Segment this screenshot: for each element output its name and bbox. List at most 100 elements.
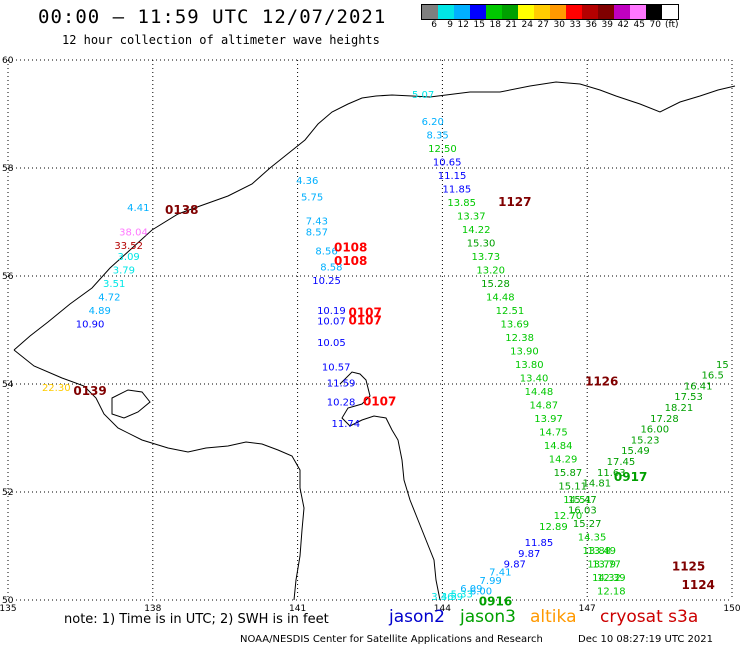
swh-value: 4.36 [296,176,318,187]
legend-label: 21 [505,20,517,30]
swh-value: 11.85 [525,538,554,549]
lon-tick-label: 147 [579,604,596,614]
swh-value: 13.69 [500,319,529,330]
track-group: 4.36 5.75 7.438.57 8.56 8.58 [296,176,342,273]
swh-value: 7.43 [306,217,328,228]
legend-swatch [534,5,550,19]
swh-value: 11.15 [438,171,467,182]
track-group: 12.7012.8911.859.879.877.417.996.006.095… [431,511,582,603]
lat-tick-label: 56 [2,272,14,282]
pass-time-label: 0139 [73,384,106,398]
swh-value: 13.90 [510,346,539,357]
lat-tick-label: 58 [2,164,14,174]
swh-value: 10.25 [312,276,341,287]
swh-value: 18.21 [665,403,694,414]
swh-value: 8.58 [320,263,342,274]
legend-swatch [486,5,502,19]
legend-labels: 6 9 12 15 18 21 24 27 30 33 36 39 42 45 70 (ft) [421,20,678,30]
swh-value: 6.09 [460,584,482,595]
swh-value: 4.72 [98,292,120,303]
swh-value: 16.00 [640,425,669,436]
generated-timestamp: Dec 10 08:27:19 UTC 2021 [578,634,713,645]
sat-label-cryosat: cryosat s3a [600,607,699,627]
legend-swatch [518,5,534,19]
swh-value: 12.51 [496,306,525,317]
pass-time-label: 0108 [334,254,367,268]
swh-value: 10.07 [317,317,346,328]
swh-value: 14.75 [539,427,568,438]
swh-value: 15.47 [568,495,597,506]
swh-value: 13.37 [457,211,486,222]
coastline-mainland [13,81,736,351]
swh-value: 11.85 [443,184,472,195]
pass-time-label: 0108 [334,241,367,255]
pass-time-label: 0107 [348,306,381,320]
lat-lon-grid [7,59,733,601]
legend-label: 18 [489,20,501,30]
swh-value: 6.20 [422,117,444,128]
sat-label-jason3: jason3 [460,607,516,627]
swh-value: 33.52 [114,241,143,252]
swh-value: 14.87 [529,400,558,411]
axis-labels: 135 138 141 144 147 150 60 58 56 54 52 50 [0,56,740,614]
altimeter-tracks: 4.41 38.04 33.523.09 3.79 3.51 4.72 4.89 10.90 2… [42,90,729,609]
legend-label: 27 [537,20,549,30]
track-group: 1516.516.4117.5318.2117.2816.0015.2315.4… [568,360,729,506]
legend-label: 6 [431,20,437,30]
swh-value: 5.33 [451,589,473,600]
legend-label: 33 [569,20,581,30]
page-title: 00:00 – 11:59 UTC 12/07/2021 [38,6,387,28]
swh-value: 17.28 [650,414,679,425]
swh-value: 12.50 [428,144,457,155]
swh-value: 15 [716,360,729,371]
legend-swatch [422,5,438,19]
lon-tick-label: 144 [434,604,451,614]
note-text: note: 1) Time is in UTC; 2) SWH is in fe… [64,612,329,627]
swh-value: 16.5 [702,371,724,382]
legend-label: 39 [601,20,613,30]
swh-value: 4.41 [127,203,149,214]
legend-swatch [614,5,630,19]
swh-value: 15.23 [631,435,660,446]
swh-value: 11.63 [597,468,626,479]
swh-value: 5.75 [301,192,323,203]
swh-value: 13.40 [520,373,549,384]
pass-time-label: 1125 [672,559,705,573]
swh-value: 13.88 [583,546,612,557]
swh-value: 16.41 [684,381,713,392]
swh-value: 6.00 [470,587,492,598]
legend-label: 15 [473,20,485,30]
swh-value: 3.36 [431,592,453,603]
swh-value: 10.05 [317,338,346,349]
swh-value: 14.48 [525,387,554,398]
swh-value: 12.38 [505,333,534,344]
pass-time-label: 0917 [614,470,647,484]
swh-value: 8.35 [426,130,448,141]
legend-swatch [438,5,454,19]
shantar-island [111,389,151,419]
legend-swatch [598,5,614,19]
lat-tick-label: 60 [2,56,14,66]
pass-time-label: 0138 [165,203,198,217]
track-group: 5.07 6.20 8.35 12.50 10.65 11.15 11.85 13.85 13.… [412,90,510,290]
swh-value: 3.79 [113,265,135,276]
lon-tick-label: 150 [723,604,740,614]
swh-value: 17.45 [607,457,636,468]
swh-value: 5.07 [412,90,434,101]
legend-label: 45 [633,20,645,30]
swh-value: 7.41 [489,568,511,579]
lat-tick-label: 50 [2,596,14,606]
swh-value: 12.89 [539,522,568,533]
swh-value: 8.56 [315,246,337,257]
legend-swatch [646,5,662,19]
swh-value: 22.30 [42,383,71,394]
track-group: 4.41 38.04 33.523.09 3.79 3.51 4.72 4.89 10.90 2… [42,203,150,394]
legend-swatch [470,5,486,19]
swh-value: 14.32 [592,573,621,584]
swh-value: 13.80 [515,360,544,371]
legend-label: 12 [457,20,469,30]
lon-tick-label: 138 [144,604,161,614]
swh-value: 10.90 [76,319,105,330]
swh-value: 10.57 [322,363,351,374]
